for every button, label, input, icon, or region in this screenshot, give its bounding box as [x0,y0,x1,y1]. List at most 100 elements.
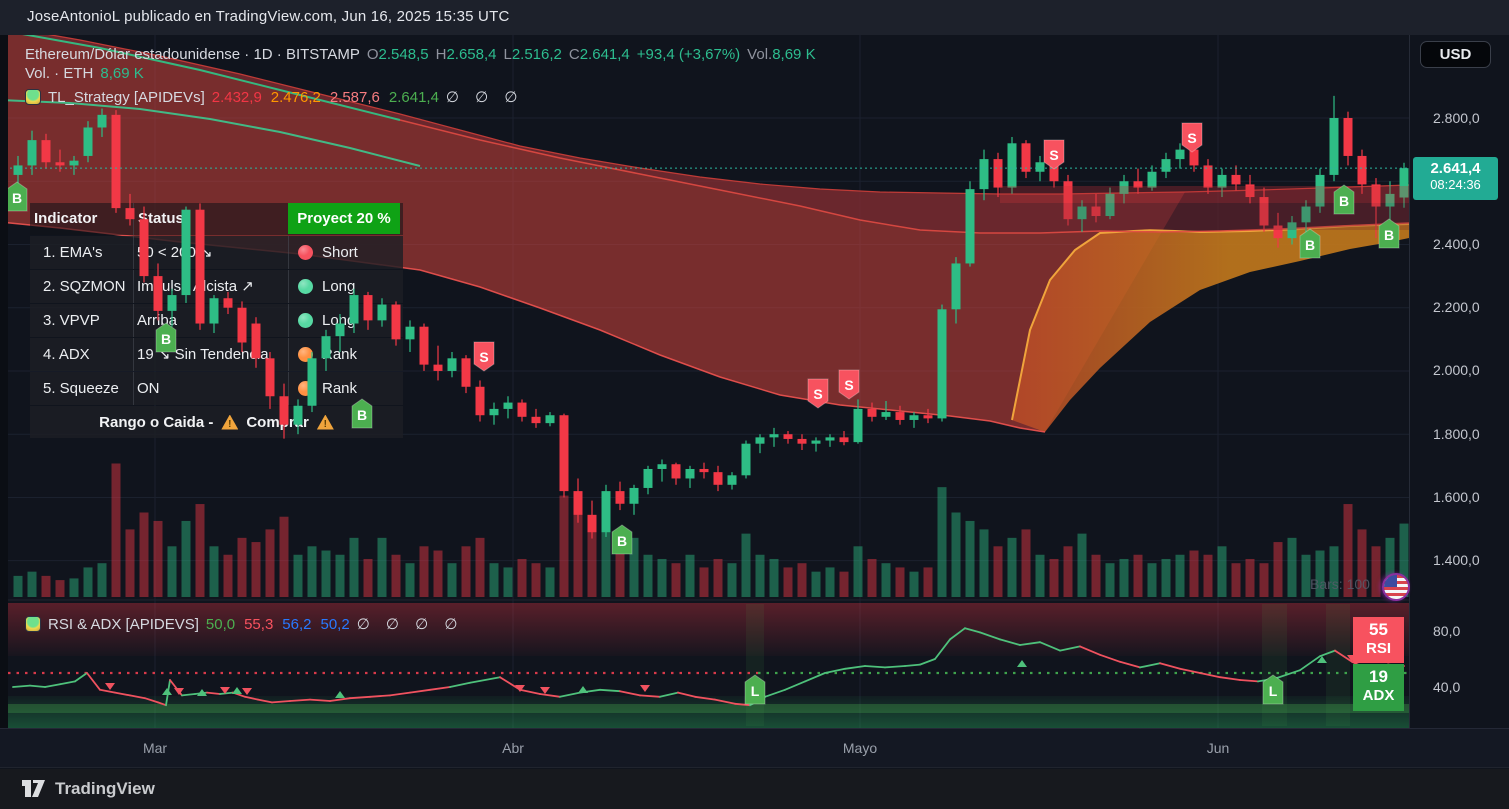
project-20-badge: Proyect 20 % [288,203,400,234]
rsi-value-tag: 55 RSI [1353,617,1404,663]
current-price: 2.641,4 [1430,160,1481,177]
signal-badge-b: B [1299,228,1321,259]
adx-value-tag: 19 ADX [1353,664,1404,711]
price-axis-label: 40,0 [1433,679,1461,695]
month-label: Abr [502,740,524,756]
strategy-name[interactable]: TL_Strategy [APIDEVs] [48,88,205,106]
table-row: 1. EMA's 50 < 200 ↘ Short [30,236,403,269]
month-label: Jun [1206,740,1230,756]
row-signal: Short [322,244,358,261]
signal-dot-icon [298,313,313,328]
row-name: 4. ADX [43,346,90,363]
volume-eth-value: 8,69 K [100,65,144,82]
rsi-indicator-name[interactable]: RSI & ADX [APIDEVS] [48,615,199,633]
row-name: 3. VPVP [43,312,100,329]
tradingview-logo-icon[interactable] [22,779,46,799]
svg-text:L: L [751,683,760,699]
table-col-indicator: Indicator [34,210,98,227]
close-value: 2.641,4 [579,46,630,63]
signal-dot-icon [298,347,313,362]
footer-recommendation: Rango o Caida - [99,413,214,431]
indicator-value: 55,3 [244,615,274,633]
svg-text:B: B [1305,237,1315,253]
table-row: 4. ADX 19 ↘ Sin Tendencia Rank [30,338,403,371]
signal-badge-b: B [6,181,28,212]
row-status: 50 < 200 ↘ [133,236,288,269]
indicator-value: 50,0 [205,615,236,633]
svg-text:S: S [844,377,853,393]
time-axis[interactable]: Mar Abr Mayo Jun [0,728,1509,768]
table-row: 5. Squeeze ON Rank [30,372,403,405]
signal-badge-l: L [1262,674,1284,705]
svg-text:S: S [1049,147,1058,163]
svg-text:B: B [161,331,171,347]
price-axis-label: 1.400,0 [1433,552,1480,568]
high-value: 2.658,4 [446,46,497,63]
table-col-project: Proyect 20 % [288,203,403,235]
signal-badge-s: S [807,378,829,409]
svg-text:S: S [479,349,488,365]
price-axis-label: 2.400,0 [1433,236,1480,252]
price-axis-label: 2.800,0 [1433,110,1480,126]
signal-badge-b: B [611,524,633,555]
signal-badge-s: S [1181,122,1203,153]
footer-action: Comprar [246,413,309,431]
row-status: ON [133,372,288,405]
svg-text:S: S [813,386,822,402]
svg-text:B: B [357,407,367,423]
signal-badge-b: B [1333,184,1355,215]
row-signal: Long [322,278,356,295]
signal-badge-s: S [838,369,860,400]
open-value: 2.548,5 [378,46,429,63]
row-signal: Long [322,312,356,329]
price-axis-label: 1.600,0 [1433,489,1480,505]
volume-legend[interactable]: Vol. · ETH 8,69 K [25,65,144,82]
price-axis-label: 80,0 [1433,623,1461,639]
row-signal: Rank [322,346,358,363]
svg-text:B: B [1384,227,1394,243]
rsi-null-values: ∅ ∅ ∅ ∅ [356,616,464,633]
price-axis[interactable]: USD 2.641,4 08:24:36 55 RSI 19 ADX 2.800… [1353,35,1509,728]
change-value: +93,4 (+3,67%) [636,46,741,63]
signal-badge-b: B [155,322,177,353]
svg-text:S: S [1187,130,1196,146]
indicator-value: 2.476,2 [270,88,321,106]
svg-text:L: L [1269,683,1278,699]
current-price-tag: 2.641,4 08:24:36 [1413,157,1498,200]
indicator-value: 2.432,9 [211,88,262,106]
countdown-timer: 08:24:36 [1430,177,1481,192]
strategy-values: 2.432,9 2.476,2 2.587,6 2.641,4 [212,89,439,106]
row-signal: Rank [322,380,358,397]
signal-badge-s: S [1043,139,1065,170]
symbol-title[interactable]: Ethereum/Dólar estadounidense · 1D · BIT… [25,46,360,63]
signal-badge-b: B [351,398,373,429]
tradingview-brand[interactable]: TradingView [55,779,155,798]
left-gutter [0,35,8,728]
signal-badge-b: B [1378,218,1400,249]
low-value: 2.516,2 [511,46,562,63]
row-status: Impulso Alcista ↗ [133,270,288,303]
month-label: Mar [142,740,168,756]
usa-flag-icon[interactable] [1382,573,1410,601]
row-name: 1. EMA's [43,244,103,261]
indicator-value: 50,2 [320,615,350,633]
footer-bar: TradingView [0,769,1509,809]
signal-badge-l: L [744,674,766,705]
rsi-adx-legend[interactable]: RSI & ADX [APIDEVS] 50,0 55,3 56,2 50,2 ∅ ∅… [25,615,463,633]
signal-dot-icon [298,245,313,260]
signal-dot-icon [298,279,313,294]
symbol-legend[interactable]: Ethereum/Dólar estadounidense · 1D · BIT… [25,46,816,63]
table-row: 2. SQZMON Impulso Alcista ↗ Long [30,270,403,303]
svg-text:B: B [12,190,22,206]
apidevs-logo-icon [25,89,41,105]
strategy-status-table: Indicator Status Proyect 20 % 1. EMA's 5… [30,203,403,438]
currency-toggle-button[interactable]: USD [1420,41,1491,68]
svg-text:B: B [1339,193,1349,209]
strategy-legend[interactable]: TL_Strategy [APIDEVs] 2.432,9 2.476,2 2.58… [25,88,523,106]
indicator-value: 2.641,4 [388,88,439,106]
svg-text:B: B [617,533,627,549]
publication-title: JoseAntonioL publicado en TradingView.co… [27,8,510,25]
bars-counter: Bars: 100 [1310,576,1370,592]
